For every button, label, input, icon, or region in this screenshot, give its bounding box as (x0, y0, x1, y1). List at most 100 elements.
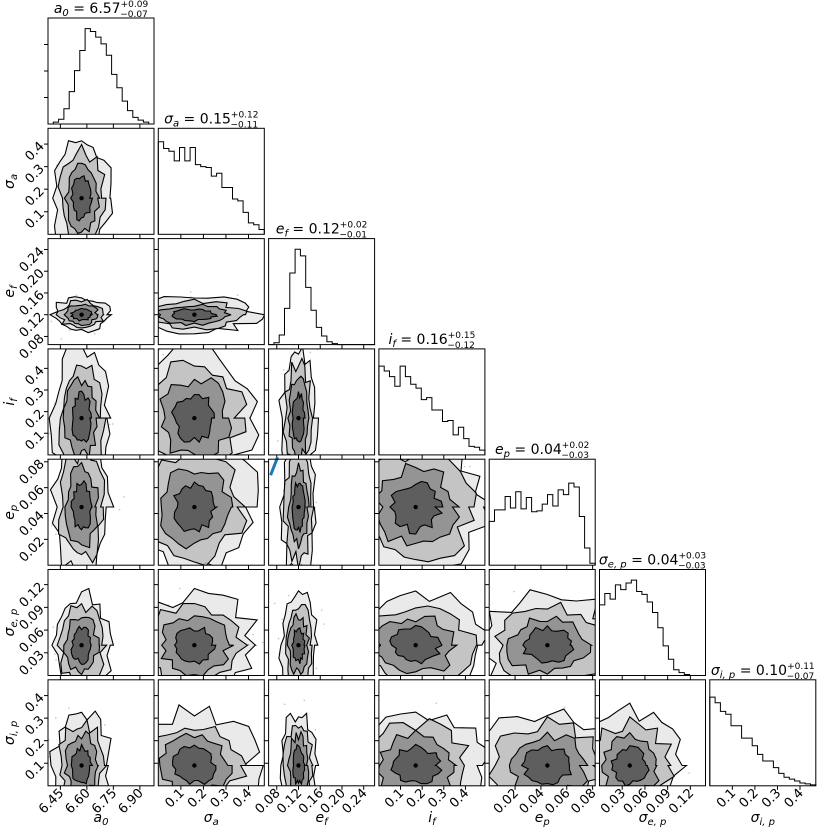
panel-e_p-e_p: ep = 0.04+0.02 −0.03 (488, 441, 596, 570)
y-tick-label-sigma_i_p: 0.3 (22, 713, 47, 738)
sample-point (55, 717, 57, 719)
panel-e_p-a_0 (44, 458, 155, 570)
sample-point (424, 677, 426, 679)
panel-sigma_e_p-e_f (264, 569, 376, 691)
sample-point (309, 351, 312, 354)
sample-point (542, 691, 544, 693)
sample-point (362, 622, 364, 624)
panel-sigma_i_p-e_p (485, 679, 596, 795)
sample-point (314, 728, 317, 731)
y-tick-label-i_f: 0.3 (22, 385, 47, 410)
sample-point (54, 653, 56, 656)
sample-point (93, 332, 96, 335)
sample-point (277, 440, 279, 442)
panel-i_f-sigma_a (131, 348, 265, 459)
panel-frame (47, 238, 155, 346)
sample-point (389, 687, 391, 689)
x-axis-label-e_p: ep (535, 810, 550, 828)
sample-point (549, 793, 551, 795)
sample-point (151, 575, 153, 577)
sample-point (131, 434, 133, 436)
y-axis-label-e_p: ep (2, 505, 20, 520)
panel-frame (47, 679, 155, 787)
panel-sigma_e_p-i_f (355, 569, 486, 689)
histogram-i_f (378, 365, 486, 455)
panel-frame (268, 348, 376, 456)
sample-point (156, 559, 158, 561)
panel-sigma_a-a_0 (44, 127, 155, 257)
x-tick-label-sigma_a: 0.3 (208, 786, 233, 811)
sample-point (80, 255, 82, 257)
density-peak (192, 415, 197, 421)
sample-point (425, 456, 427, 458)
sample-point (320, 609, 323, 611)
panel-frame (709, 679, 817, 787)
panel-frame (488, 679, 596, 787)
sample-point (67, 707, 70, 710)
sample-point (134, 443, 136, 445)
sample-point (302, 456, 304, 458)
density-peak (192, 312, 197, 317)
sample-point (283, 703, 286, 706)
panel-i_f-i_f: if = 0.16+0.15 −0.12 (378, 331, 486, 459)
panel-frame (488, 458, 596, 566)
x-tick-label-sigma_i_p: 0.4 (782, 786, 807, 811)
panel-e_p-i_f (374, 456, 520, 577)
density-peak (413, 643, 418, 648)
y-axis-label-i_f: if (2, 397, 20, 406)
sample-point (123, 496, 125, 498)
sample-point (189, 291, 192, 293)
sample-point (304, 689, 306, 691)
sample-point (518, 546, 520, 548)
x-tick-label-a_0: 6.60 (63, 786, 94, 817)
sample-point (608, 625, 610, 627)
sample-point (147, 624, 149, 626)
sample-point (373, 772, 375, 774)
sample-point (315, 501, 318, 504)
panel-sigma_e_p-sigma_e_p: σe, p = 0.04+0.03 −0.03 (599, 552, 706, 680)
histogram-sigma_a (157, 141, 265, 235)
sample-point (380, 828, 382, 830)
y-tick-label-e_p: 0.06 (17, 483, 48, 514)
panel-frame (47, 569, 155, 676)
x-axis-label-sigma_i_p: σi, p (751, 810, 775, 828)
sample-point (355, 624, 357, 626)
sample-point (55, 659, 57, 661)
x-tick-label-e_p: 0.02 (491, 786, 522, 817)
sample-point (109, 423, 111, 426)
panel-title-sigma_a: σa = 0.15+0.12 −0.11 (164, 110, 258, 130)
panel-title-i_f: if = 0.16+0.15 −0.12 (388, 331, 475, 351)
x-tick-label-i_f: 0.1 (382, 786, 407, 811)
sample-point (233, 792, 235, 794)
panel-frame (599, 679, 706, 787)
sample-point (274, 578, 276, 580)
x-axis-label-i_f: if (428, 810, 437, 828)
x-axis-label-e_f: ef (316, 810, 330, 828)
panel-frame (378, 458, 486, 566)
panel-sigma_i_p-e_f (264, 679, 376, 790)
sample-point (363, 763, 365, 765)
panel-title-a_0: a0 = 6.57+0.09 −0.07 (54, 0, 149, 20)
sample-point (281, 618, 283, 621)
y-axis-label-sigma_a: σa (2, 174, 20, 189)
sample-point (416, 575, 418, 577)
sample-point (60, 337, 63, 340)
sample-point (160, 794, 162, 796)
sample-point (142, 481, 144, 483)
y-tick-label-i_f: 0.2 (22, 407, 47, 432)
density-peak (545, 643, 550, 648)
panel-frame (47, 348, 155, 456)
histogram-e_p (488, 482, 596, 566)
density-peak (627, 763, 632, 768)
sample-point (447, 676, 449, 678)
panel-frame (47, 458, 155, 566)
panel-frame (157, 679, 265, 787)
panel-a_0-a_0: a0 = 6.57+0.09 −0.07 (44, 0, 155, 128)
sample-point (141, 592, 143, 594)
sample-point (610, 682, 612, 684)
sample-point (563, 706, 566, 709)
sample-point (156, 306, 158, 308)
x-axis-label-sigma_a: σa (204, 810, 219, 828)
y-tick-label-sigma_e_p: 0.03 (17, 648, 48, 679)
sample-point (375, 561, 377, 563)
